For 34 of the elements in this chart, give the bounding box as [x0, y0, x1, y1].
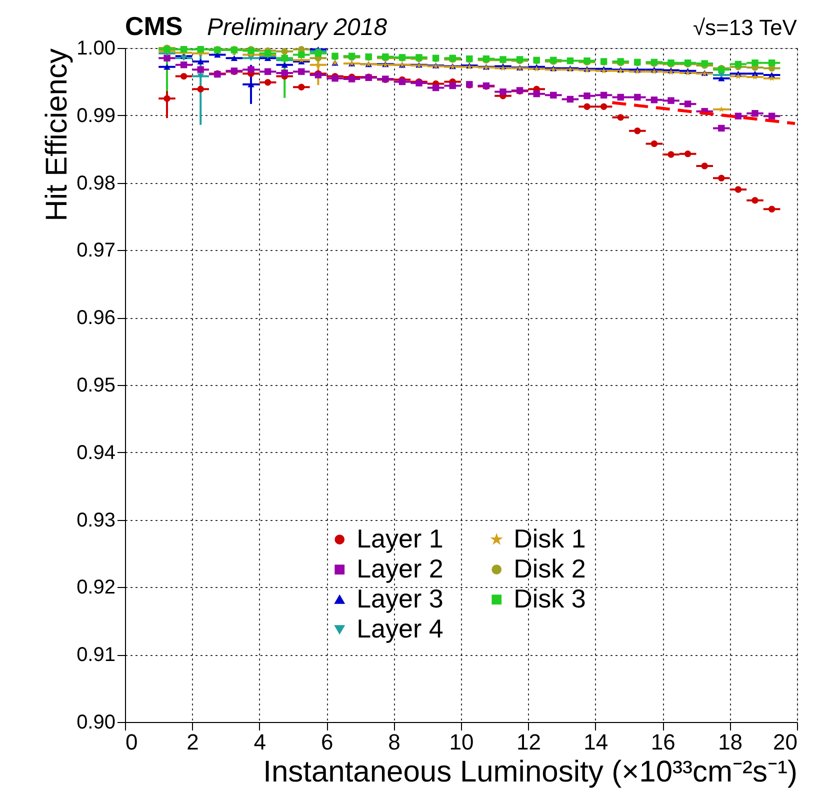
x-tick-label: 8	[388, 730, 400, 754]
y-tick-label: 0.91	[76, 644, 116, 666]
y-tick-label: 0.93	[76, 509, 116, 532]
x-tick-label: 2	[186, 730, 199, 754]
y-axis-title: Hit Efficiency	[40, 48, 74, 222]
y-tick-label: 0.96	[76, 307, 116, 330]
x-tick-label: 10	[449, 730, 474, 754]
x-tick-label: 12	[516, 730, 541, 754]
legend-label: Layer 1	[356, 524, 444, 554]
y-tick-label: 0.94	[76, 442, 116, 464]
y-tick-label: 0.97	[76, 240, 116, 262]
chart-title: CMS	[125, 11, 183, 41]
y-tick-label: 1.00	[76, 38, 116, 60]
x-tick-label: 4	[254, 730, 266, 754]
x-tick-label: 20	[773, 730, 798, 754]
legend-label: Layer 2	[356, 554, 444, 584]
legend-label: Disk 1	[514, 524, 586, 554]
y-tick-label: 0.90	[76, 712, 116, 734]
legend-label: Disk 2	[514, 554, 586, 584]
legend-label: Disk 3	[514, 584, 586, 614]
y-tick-label: 0.95	[76, 374, 116, 396]
legend-label: Layer 3	[356, 584, 444, 614]
y-tick-label: 0.99	[76, 104, 116, 127]
x-tick-label: 6	[320, 730, 334, 754]
x-tick-label: 16	[650, 730, 676, 754]
legend-label: Layer 4	[356, 614, 444, 644]
y-tick-label: 0.98	[76, 172, 116, 194]
x-axis-title: Instantaneous Luminosity (×10³³cm⁻²s⁻¹)	[263, 756, 798, 788]
x-tick-label: 0	[126, 730, 138, 754]
x-tick-label: 14	[584, 730, 608, 754]
text: √s=13 TeV	[692, 15, 798, 40]
x-tick-label: 18	[718, 730, 743, 754]
y-tick-label: 0.92	[76, 576, 116, 599]
text: Preliminary 2018	[207, 14, 388, 41]
